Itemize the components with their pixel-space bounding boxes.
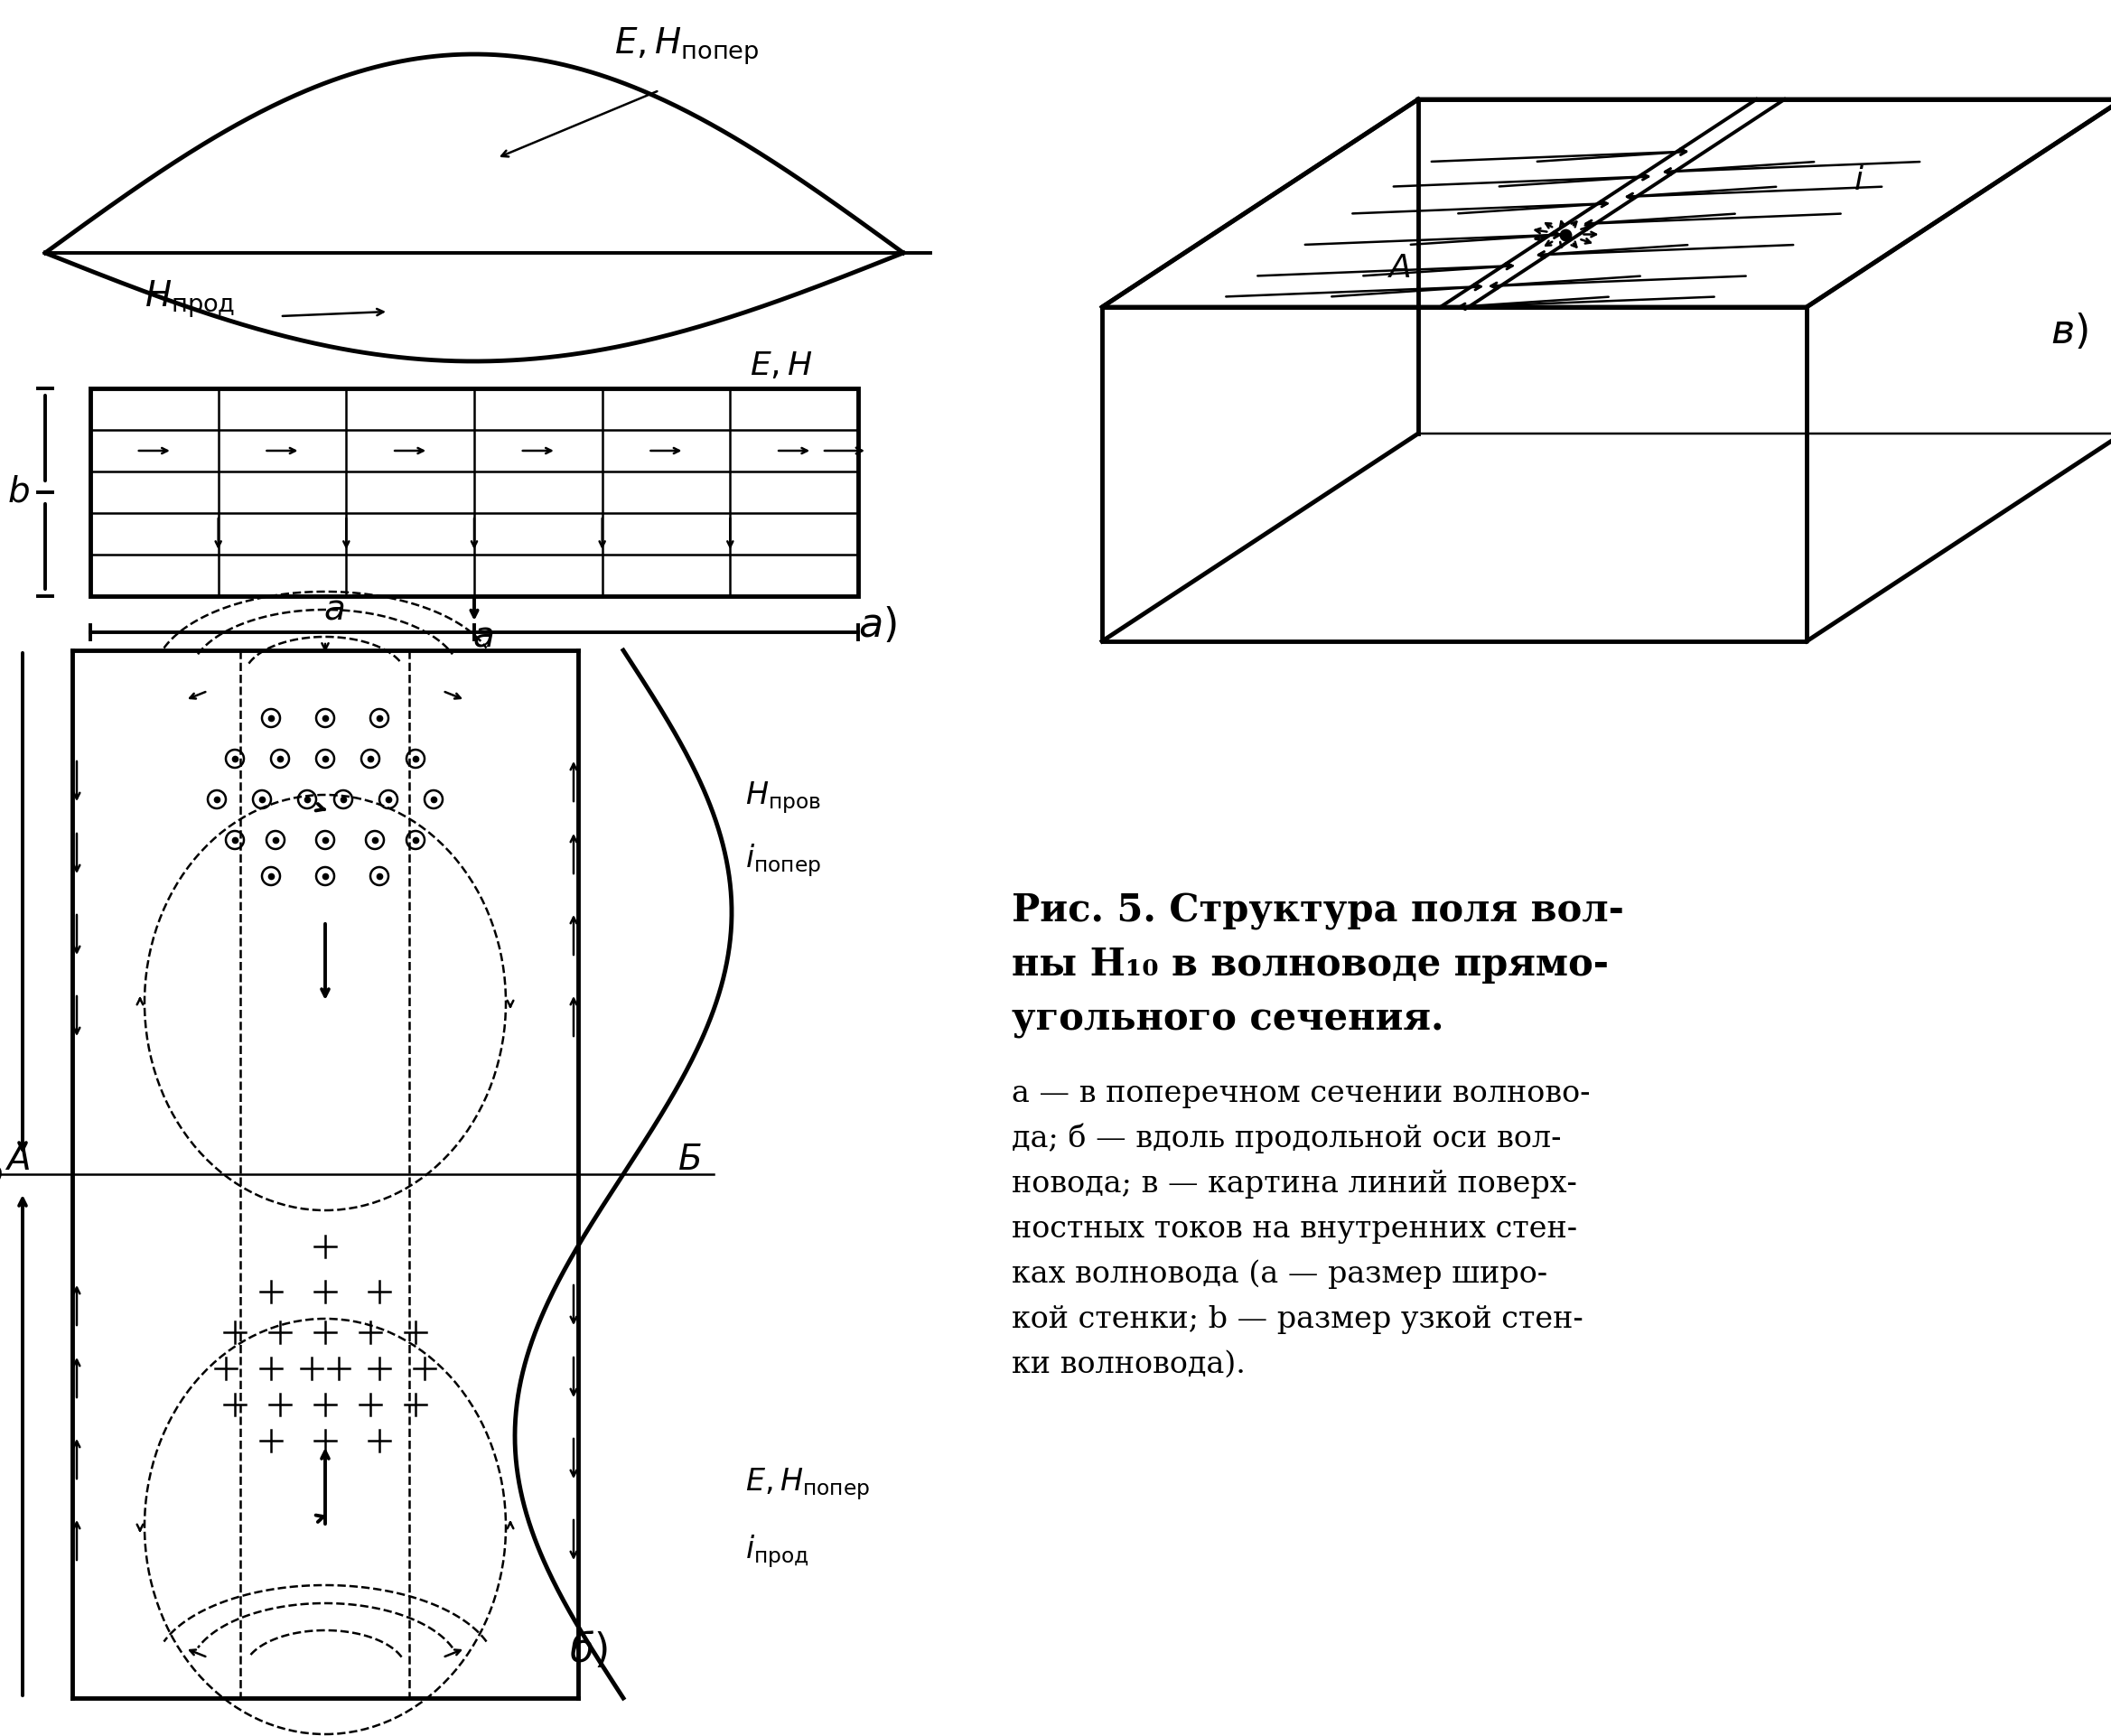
Text: $b$: $b$ [6, 476, 30, 509]
Text: Рис. 5. Структура поля вол-: Рис. 5. Структура поля вол- [1011, 892, 1623, 930]
Text: $E,H_{\mathrm{попер}}$: $E,H_{\mathrm{попер}}$ [614, 26, 760, 68]
Text: $H_{\mathrm{пров}}$: $H_{\mathrm{пров}}$ [745, 779, 821, 816]
Text: кой стенки; b — размер узкой стен-: кой стенки; b — размер узкой стен- [1011, 1305, 1583, 1333]
Text: $а)$: $а)$ [859, 606, 897, 644]
Text: $H_{\mathrm{прод}}$: $H_{\mathrm{прод}}$ [144, 279, 234, 319]
Text: $б)$: $б)$ [570, 1630, 608, 1670]
Text: ках волновода (а — размер широ-: ках волновода (а — размер широ- [1011, 1259, 1547, 1288]
Text: ностных токов на внутренних стен-: ностных токов на внутренних стен- [1011, 1215, 1577, 1243]
Text: новода; в — картина линий поверх-: новода; в — картина линий поверх- [1011, 1170, 1577, 1198]
Text: $в)$: $в)$ [2050, 312, 2088, 351]
Text: $E,H_{\mathrm{попер}}$: $E,H_{\mathrm{попер}}$ [745, 1465, 870, 1502]
Text: $i_{\mathrm{попер}}$: $i_{\mathrm{попер}}$ [745, 842, 821, 878]
Text: $a$: $a$ [473, 618, 494, 653]
Text: ки волновода).: ки волновода). [1011, 1351, 1245, 1378]
Text: $b$: $b$ [0, 1156, 2, 1191]
Text: $A$: $A$ [1387, 252, 1410, 283]
Text: а — в поперечном сечении волново-: а — в поперечном сечении волново- [1011, 1080, 1590, 1108]
Text: угольного сечения.: угольного сечения. [1011, 1000, 1444, 1038]
Bar [91, 389, 859, 595]
Text: $i$: $i$ [1853, 165, 1864, 196]
Text: $Б$: $Б$ [678, 1142, 701, 1177]
Text: да; б — вдоль продольной оси вол-: да; б — вдоль продольной оси вол- [1011, 1123, 1562, 1153]
Text: $E,H$: $E,H$ [749, 351, 813, 382]
Text: $a$: $a$ [323, 592, 344, 627]
Text: ны H₁₀ в волноводе прямо-: ны H₁₀ в волноводе прямо- [1011, 946, 1609, 984]
Text: $i_{\mathrm{прод}}$: $i_{\mathrm{прод}}$ [745, 1533, 809, 1569]
Text: $A$: $A$ [4, 1142, 30, 1177]
